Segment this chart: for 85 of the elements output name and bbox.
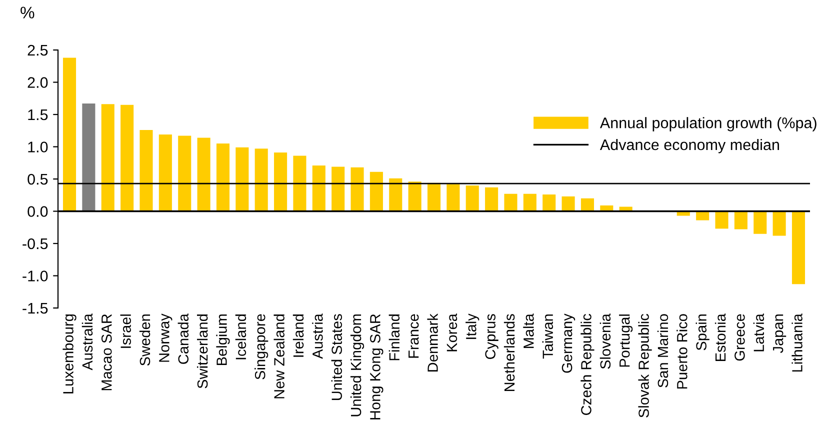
bar [504,194,518,212]
y-tick-label: 0.5 [28,174,48,185]
x-tick-label: Finland [388,314,400,360]
bar [293,156,306,212]
x-tick-label: Hong Kong SAR [370,314,384,420]
bar [715,211,728,229]
bar [236,147,249,212]
y-tick-label: 2.5 [28,44,48,56]
x-tick-label: San Marino [657,314,668,388]
y-tick-label: -0.5 [22,238,48,250]
bar [178,136,192,212]
bar [696,211,710,220]
legend-label: Advance economy median [600,138,779,154]
bar [485,187,498,212]
x-tick-label: United Kingdom [350,314,364,416]
y-axis-title: % [20,6,34,18]
x-tick-label: Ireland [292,314,304,357]
bar [523,194,536,212]
x-tick-label: Macao SAR [101,314,112,390]
y-tick-label: 0.0 [28,206,48,217]
bar [312,165,326,212]
bar [120,104,134,212]
x-tick-label: Puerto Rico [676,314,688,389]
x-tick-label: New Zealand [274,314,284,398]
x-tick-label: Latvia [753,314,764,352]
x-tick-label: Norway [159,314,172,362]
x-tick-label: Lithuania [792,314,802,372]
x-tick-label: Austria [312,314,323,359]
y-tick-label: -1.0 [22,270,48,282]
x-tick-label: Australia [82,314,93,370]
bar [466,185,479,212]
y-tick-label: 1.5 [28,110,48,120]
x-tick-label: Singapore [254,314,268,380]
bar [370,172,383,212]
bar [101,104,114,212]
x-tick-label: Cyprus [485,314,498,360]
bar [82,104,96,212]
bar [274,152,288,212]
bar [254,148,268,212]
bar [580,198,594,212]
x-tick-label: Slovenia [600,314,611,369]
x-tick-label: Estonia [714,314,726,361]
y-tick-label: -1.5 [22,303,48,314]
bar [197,138,210,212]
bar [792,211,806,284]
bar [754,211,767,234]
y-tick-label: 1.0 [28,142,48,152]
x-tick-label: Spain [696,314,710,350]
bar [389,178,402,212]
x-tick-label: Belgium [216,314,230,366]
x-tick-label: Slovak Republic [638,314,652,418]
bar [332,166,345,212]
y-tick-label: 2.0 [28,77,48,88]
x-tick-label: Israel [120,314,131,348]
legend-label: Annual population growth (%pa) [600,117,816,132]
bar [62,58,76,212]
bar [772,211,786,236]
bar [408,182,422,212]
bar [158,134,172,212]
bar [562,196,575,212]
x-tick-label: France [408,314,419,358]
x-tick-label: Taiwan [542,314,554,359]
x-tick-label: Luxembourg [62,314,76,394]
x-tick-label: Netherlands [504,314,515,391]
bar [350,167,364,212]
x-tick-label: Denmark [427,314,438,372]
bar [140,130,153,212]
x-tick-label: Japan [773,314,786,354]
bar [446,184,460,212]
x-tick-label: Sweden [139,314,150,366]
x-tick-label: United States [331,314,342,400]
x-tick-label: Korea [446,314,458,352]
x-tick-label: Portugal [619,314,633,367]
bar [216,144,230,212]
x-tick-label: Italy [466,314,480,339]
bar [734,211,748,230]
x-tick-label: Iceland [235,314,246,360]
bar [542,194,556,212]
x-tick-label: Greece [734,314,745,361]
x-tick-label: Czech Republic [580,314,594,415]
x-tick-label: Malta [523,314,534,348]
x-tick-label: Switzerland [197,314,208,388]
x-tick-label: Canada [178,314,189,364]
bar [427,182,441,212]
x-tick-label: Germany [562,314,576,373]
